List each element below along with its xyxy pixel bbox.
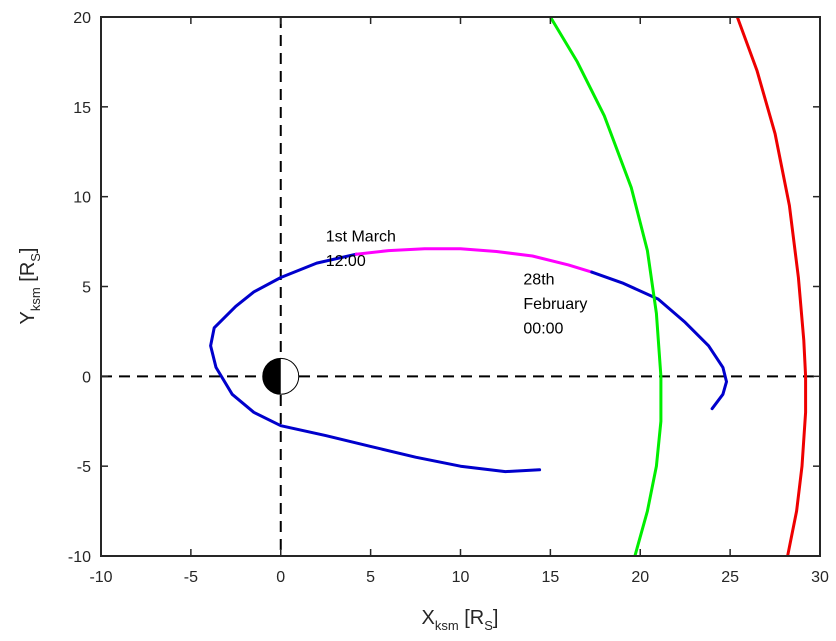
x-tick-label: 5 [366, 569, 375, 586]
annotation-1: 28th February 00:00 [523, 272, 587, 338]
annotation-line: 12:00 [326, 253, 366, 270]
x-axis-label-unit-open: [R [459, 607, 485, 629]
annotation-line: 1st March [326, 229, 396, 246]
planet-night-side [262, 358, 281, 395]
x-tick-label: 15 [541, 569, 559, 586]
tick-labels: -10 -5 0 5 10 15 20 25 30 -10 -5 0 5 10 15 20 [68, 10, 829, 586]
y-tick-label: -10 [68, 549, 91, 566]
y-tick-label: 10 [73, 190, 91, 207]
x-tick-label: 30 [811, 569, 829, 586]
y-axis-label-unit-open: [R [17, 262, 39, 288]
y-axis-label-sub: ksm [28, 287, 43, 311]
x-axis-label-main: X [422, 607, 435, 629]
x-axis-label-unit-close: ] [493, 607, 499, 629]
ticks [100, 16, 821, 557]
annotation-line: 00:00 [523, 321, 563, 338]
series-line-3 [548, 17, 663, 556]
y-tick-label: -5 [77, 459, 91, 476]
y-tick-label: 5 [82, 280, 91, 297]
annotation-line: 28th [523, 272, 554, 289]
plot-content [101, 17, 820, 556]
x-tick-label: 0 [276, 569, 285, 586]
x-tick-label: 10 [452, 569, 470, 586]
x-axis-label: Xksm [RS] [422, 607, 499, 633]
y-tick-label: 20 [73, 10, 91, 27]
y-axis-label: Yksm [RS] [17, 248, 43, 325]
series-line-4 [735, 17, 808, 556]
y-axis-label-unit-sub: S [28, 253, 43, 262]
annotation-0: 1st March 12:00 [326, 229, 396, 270]
x-tick-label: -10 [89, 569, 112, 586]
x-axis-label-sub: ksm [435, 618, 459, 633]
y-axis-label-main: Y [17, 311, 39, 324]
series-line-0 [209, 252, 542, 474]
plot-area [101, 17, 820, 556]
y-tick-label: 0 [82, 369, 91, 386]
y-tick-label: 15 [73, 100, 91, 117]
annotations: 1st March 12:00 28th February 00:00 [326, 229, 588, 338]
y-axis-label-unit-close: ] [17, 248, 39, 254]
series-line-2 [590, 270, 728, 411]
x-tick-label: -5 [184, 569, 198, 586]
annotation-line: February [523, 296, 587, 313]
x-tick-label: 25 [721, 569, 739, 586]
x-axis-label-unit-sub: S [484, 618, 493, 633]
planet-marker [262, 357, 300, 395]
series-line-1 [354, 247, 594, 274]
x-tick-label: 20 [631, 569, 649, 586]
